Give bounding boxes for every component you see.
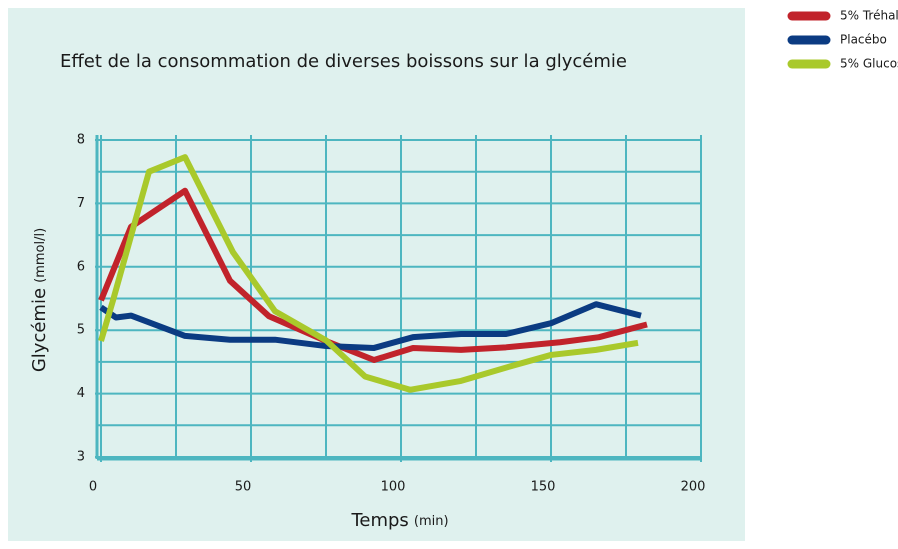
x-unit: (min) bbox=[414, 514, 449, 529]
y-tick-label: 4 bbox=[77, 386, 85, 401]
legend-label: 5% Tréhalose bbox=[840, 9, 898, 23]
x-tick-label: 50 bbox=[235, 480, 252, 495]
chart-title: Effet de la consommation de diverses boi… bbox=[60, 51, 627, 72]
x-tick-label: 0 bbox=[89, 480, 97, 495]
data-line bbox=[99, 301, 642, 351]
y-tick-label: 7 bbox=[77, 196, 85, 211]
y-tick-label: 5 bbox=[77, 323, 85, 338]
y-label: Glycémie bbox=[29, 288, 50, 372]
legend-label: 5% Glucose bbox=[840, 57, 898, 71]
x-label: Temps bbox=[350, 510, 408, 531]
x-tick-label: 200 bbox=[681, 480, 706, 495]
x-tick-label: 100 bbox=[381, 480, 406, 495]
x-tick-label: 150 bbox=[531, 480, 556, 495]
y-unit: (mmol/l) bbox=[33, 228, 48, 283]
data-line bbox=[98, 187, 648, 363]
x-axis-label: Temps (min) bbox=[350, 510, 448, 531]
y-tick-label: 6 bbox=[77, 259, 85, 274]
data-line bbox=[98, 154, 639, 393]
chart-panel bbox=[8, 8, 745, 541]
y-tick-label: 8 bbox=[77, 133, 85, 148]
y-tick-label: 3 bbox=[77, 450, 85, 465]
y-axis-label: Glycémie (mmol/l) bbox=[29, 228, 50, 372]
legend-label: Placébo bbox=[840, 33, 887, 47]
